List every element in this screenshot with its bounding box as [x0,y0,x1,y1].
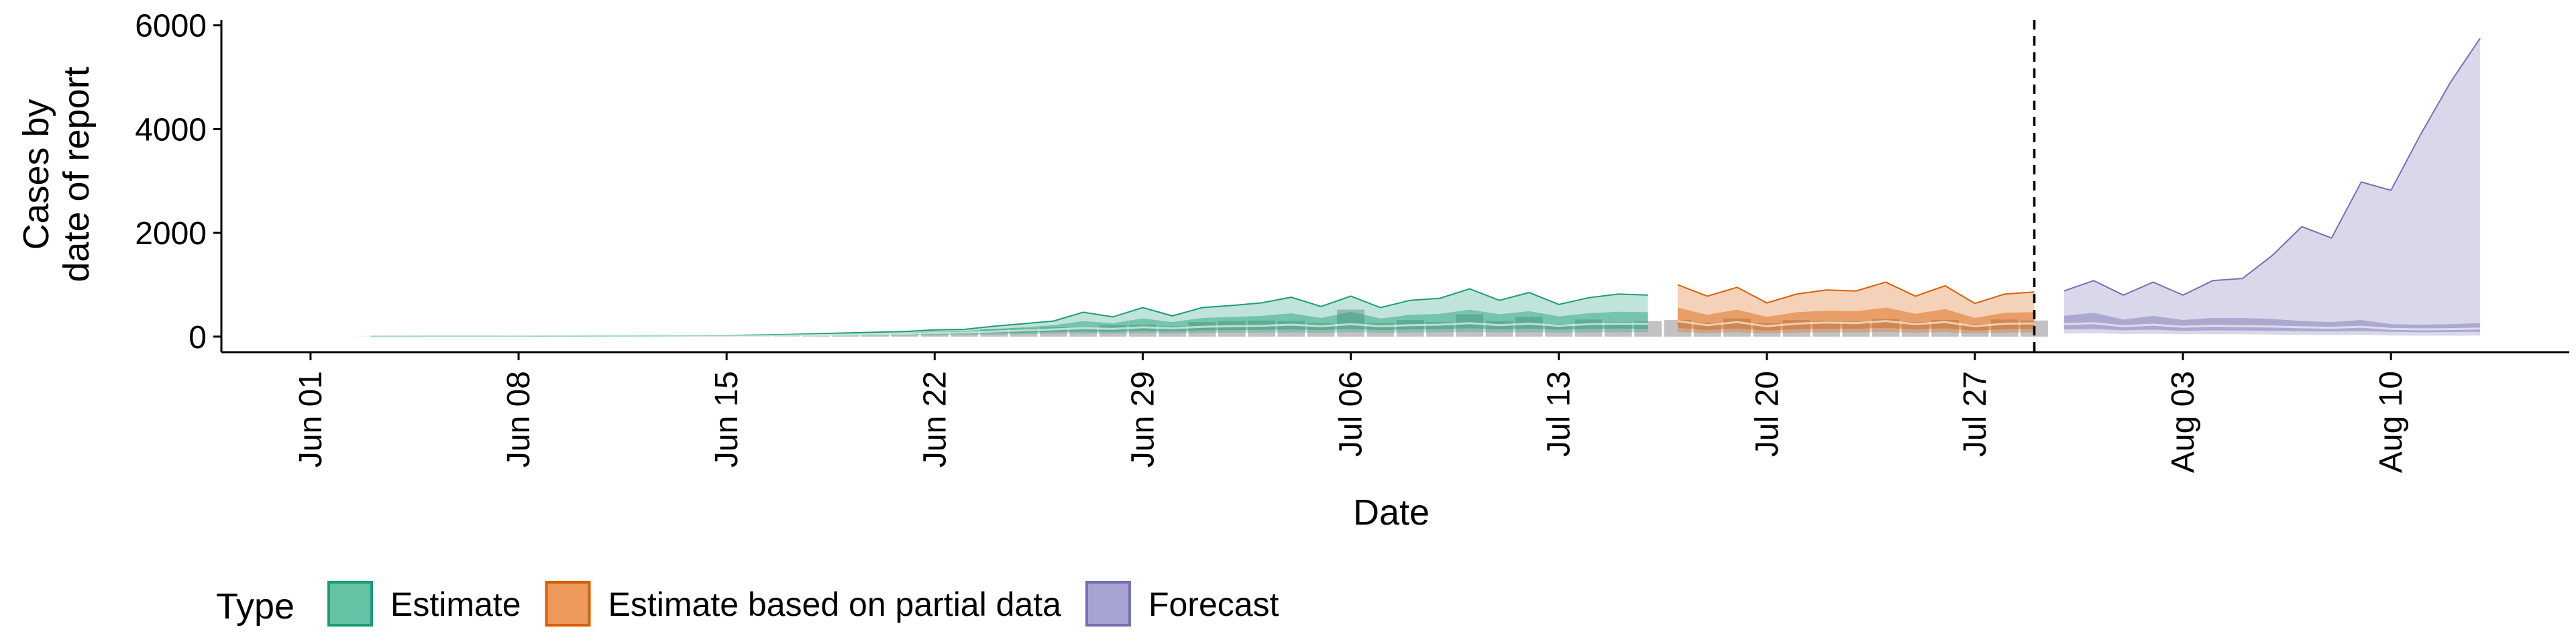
x-axis: Jun 01 Jun 08 Jun 15 Jun 22 Jun 29 Jul 06 Jul … [221,351,2569,473]
estimate-based-on-partial-data-upper-line [1677,281,2035,305]
y-axis-label-line-1: Cases by [16,99,56,250]
observed-bar [1515,317,1543,337]
estimate-based-on-partial-data-ribbon-90 [1677,282,2035,334]
observed-bar [1634,321,1662,337]
observed-bar [1396,320,1424,337]
y-tick-label: 6000 [135,9,207,44]
y-ticks: 0 2000 4000 6000 [135,9,221,356]
observed-bar [1574,319,1603,337]
estimate-based-on-partial-data-median-line [1677,320,2035,327]
x-tick-label: Jun 08 [501,371,537,468]
observed-bar [1604,322,1632,337]
observed-bar [1842,321,1870,337]
legend-label: Estimate [390,586,521,623]
legend-label: Forecast [1148,586,1279,623]
x-tick-label: Jul 20 [1750,371,1785,457]
y-axis-label-line-2: date of report [56,66,97,282]
x-tick-label: Jul 13 [1542,371,1577,457]
forecast-ribbon-90 [2063,38,2481,336]
legend-title: Type [216,586,294,627]
observed-bar [1545,324,1573,337]
legend-swatch [545,581,591,627]
observed-bar [891,333,919,337]
observed-bar [1693,322,1721,337]
observed-bar [1069,327,1097,337]
observed-bar [1813,321,1840,337]
plot-area [356,20,2481,352]
observed-bar [1337,309,1364,337]
observed-bar [951,331,978,337]
forecast-median-line [2063,322,2481,331]
x-tick-label: Aug 10 [2373,371,2409,473]
y-axis: 0 2000 4000 6000 [135,9,223,356]
observed-bar [980,329,1008,337]
observed-bar [1990,319,2019,337]
observed-bar [1901,322,1929,337]
legend-swatch [327,581,373,627]
observed-bar [861,334,890,337]
x-axis-label: Date [1353,492,1430,533]
y-tick-label: 2000 [135,216,207,252]
y-tick-label: 4000 [135,112,207,148]
x-ticks: Jun 01 Jun 08 Jun 15 Jun 22 Jun 29 Jul 06 Jul … [293,352,2409,473]
observed-bar [1218,321,1246,337]
x-tick-label: Jul 27 [1957,371,1993,457]
legend-swatch [1085,581,1131,627]
estimate-median-line [370,322,1648,338]
ribbons-layer [370,38,2481,338]
observed-bar [1456,314,1484,337]
x-tick-label: Jun 22 [917,371,953,468]
y-tick-label: 0 [189,320,207,356]
estimate-ribbon-90 [370,288,1648,337]
observed-bar [920,331,949,337]
estimate-based-on-partial-data-ribbon-50 [1677,307,2035,331]
observed-bar [1961,324,1989,337]
x-tick-label: Jun 29 [1125,371,1161,468]
legend-label: Estimate based on partial data [608,586,1062,623]
x-tick-label: Jun 15 [709,371,745,468]
x-tick-label: Jun 01 [293,371,329,468]
legend: Type Estimate Estimate based on partial d… [216,581,1279,627]
x-tick-label: Jul 06 [1334,371,1369,457]
x-tick-label: Aug 03 [2165,371,2201,473]
forecast-upper-line [2063,38,2481,297]
legend-items: Estimate Estimate based on partial data Fo… [327,581,1279,627]
